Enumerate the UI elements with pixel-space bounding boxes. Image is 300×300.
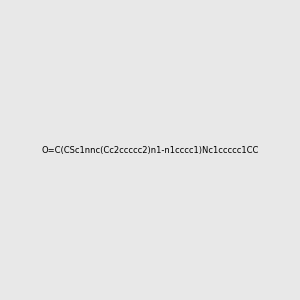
Text: O=C(CSc1nnc(Cc2ccccc2)n1-n1cccc1)Nc1ccccc1CC: O=C(CSc1nnc(Cc2ccccc2)n1-n1cccc1)Nc1cccc… bbox=[41, 146, 259, 154]
